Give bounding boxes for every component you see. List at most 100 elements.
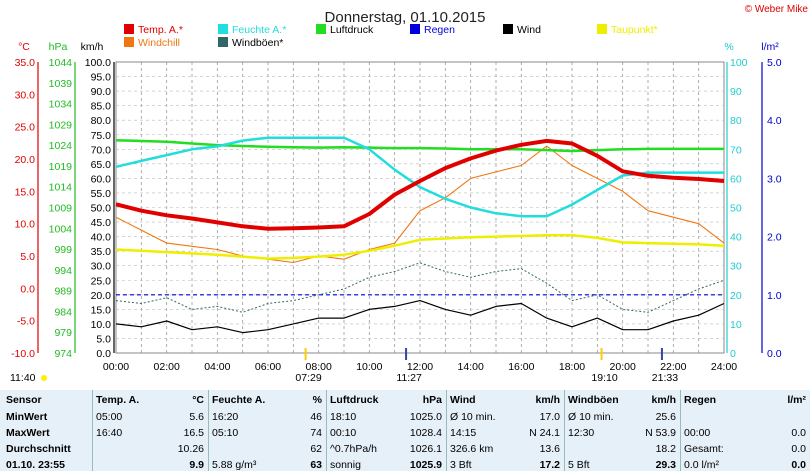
table-cell: 63 — [310, 459, 322, 471]
wind-tick-label: 40.0 — [91, 232, 112, 244]
wind-tick-label: 70.0 — [91, 144, 112, 156]
table-cell: Gesamt: — [684, 443, 724, 455]
sunset-label: 19:10 — [591, 372, 617, 384]
table-row: MinWert 05:00 5.6 16:20 46 18:10 1025.0 Ø 10 mi… — [0, 409, 810, 425]
pressure-tick-label: 1044 — [49, 57, 73, 69]
moon-left-label: 11:40 — [10, 372, 36, 384]
table-row-label: 01.10. 23:55 — [6, 459, 65, 471]
legend-swatch — [316, 24, 326, 34]
table-header-row: Sensor Temp. A. °C Feuchte A.% Luftdruck hPa W… — [0, 392, 810, 408]
table-cell: 9.9 — [189, 459, 204, 471]
time-tick-label: 16:00 — [508, 361, 534, 373]
humidity-tick-label: 60 — [730, 173, 742, 185]
pressure-tick-label: 1024 — [49, 140, 73, 152]
temp-tick-label: 15.0 — [15, 186, 36, 198]
moon-left-icon — [41, 375, 47, 381]
wind-tick-label: 75.0 — [91, 130, 112, 142]
legend: Temp. A.* Feuchte A.* Luftdruck Regen Wind Ta… — [124, 24, 658, 49]
table-header-cell: l/m² — [787, 394, 806, 406]
table-column-divider — [326, 390, 327, 471]
table-cell: 05:10 — [212, 427, 239, 439]
pressure-tick-label: 1039 — [49, 78, 73, 90]
table-cell: 1028.4 — [409, 427, 442, 439]
legend-label: Feuchte A.* — [232, 24, 286, 36]
table-row-label: MinWert — [6, 411, 48, 423]
wind-tick-label: 95.0 — [91, 72, 112, 84]
wind-tick-label: 45.0 — [91, 217, 112, 229]
wind-tick-label: 20.0 — [91, 290, 112, 302]
table-row-label: Durchschnitt — [6, 443, 71, 455]
wind-tick-label: 35.0 — [91, 246, 112, 258]
time-tick-label: 10:00 — [356, 361, 382, 373]
series-group — [115, 136, 725, 334]
temp-tick-label: 35.0 — [15, 57, 36, 69]
wind-tick-label: 55.0 — [91, 188, 112, 200]
legend-swatch — [503, 24, 513, 34]
table-header-cell: Windböen — [568, 394, 619, 406]
table-column-divider — [680, 390, 681, 471]
temp-tick-label: -10.0 — [11, 348, 35, 360]
table-cell: 17.0 — [539, 411, 560, 423]
rain-tick-label: 4.0 — [767, 115, 782, 127]
table-column-divider — [446, 390, 447, 471]
table-cell: 46 — [310, 411, 322, 423]
pressure-tick-label: 1004 — [49, 223, 73, 235]
table-cell: sonnig — [330, 459, 361, 471]
legend-swatch — [218, 24, 228, 34]
series-line-wind — [115, 300, 725, 334]
series-line-windb-en — [115, 262, 725, 313]
table-cell: 1025.0 — [409, 411, 442, 423]
pressure-tick-label: 1029 — [49, 119, 73, 131]
temp-tick-label: 10.0 — [15, 219, 36, 231]
legend-swatch — [597, 24, 607, 34]
table-header-cell: Luftdruck — [330, 394, 379, 406]
legend-label: Windböen* — [232, 37, 283, 49]
time-tick-label: 06:00 — [255, 361, 281, 373]
time-tick-label: 22:00 — [660, 361, 686, 373]
series-line-feuchte-a — [115, 136, 724, 218]
legend-label: Windchill — [138, 37, 180, 49]
table-header-cell: Sensor — [6, 394, 42, 406]
humidity-tick-label: 90 — [730, 86, 742, 98]
series-line-windchill — [115, 145, 725, 264]
humidity-tick-label: 40 — [730, 232, 742, 244]
legend-label: Taupunkt* — [611, 24, 658, 36]
table-header-cell: Feuchte A. — [212, 394, 266, 406]
temp-tick-label: 0.0 — [20, 283, 35, 295]
table-cell: 1026.1 — [409, 443, 442, 455]
table-cell: 12:30 — [568, 427, 595, 439]
table-header-cell: % — [312, 394, 322, 406]
temp-tick-label: 5.0 — [20, 251, 35, 263]
table-cell: Ø 10 min. — [568, 411, 614, 423]
table-header-cell: °C — [192, 394, 204, 406]
series-line-temp-a — [115, 138, 725, 231]
series-line-luftdruck — [115, 138, 724, 153]
rain-tick-label: 2.0 — [767, 232, 782, 244]
moonset-label: 21:33 — [652, 372, 678, 384]
wind-tick-label: 65.0 — [91, 159, 112, 171]
table-cell: 74 — [310, 427, 322, 439]
time-tick-label: 00:00 — [103, 361, 129, 373]
temp-tick-label: -5.0 — [17, 316, 35, 328]
wind-tick-label: 90.0 — [91, 86, 112, 98]
table-cell: 13.6 — [539, 443, 560, 455]
rain-tick-label: 3.0 — [767, 173, 782, 185]
table-row: Durchschnitt 10.26 62 ^0.7hPa/h 1026.1 326.6 … — [0, 441, 810, 457]
copyright-text: © Weber Mike — [745, 4, 809, 15]
chart-title: Donnerstag, 01.10.2015 — [325, 9, 486, 26]
time-tick-label: 14:00 — [458, 361, 484, 373]
pressure-tick-label: 974 — [54, 348, 72, 360]
wind-tick-label: 85.0 — [91, 101, 112, 113]
table-cell: N 24.1 — [529, 427, 560, 439]
humidity-tick-label: 50 — [730, 203, 742, 215]
sun-moon-marks: 11:40 07:29 11:27 19:10 21:33 — [10, 348, 678, 384]
pressure-tick-label: 1019 — [49, 161, 73, 173]
wind-tick-label: 0.0 — [96, 348, 111, 360]
table-column-divider — [208, 390, 209, 471]
pressure-tick-label: 984 — [54, 306, 72, 318]
table-cell: 1025.9 — [409, 459, 442, 471]
rain-unit: l/m² — [761, 41, 779, 53]
table-cell: 16.5 — [183, 427, 204, 439]
table-cell: 14:15 — [450, 427, 477, 439]
wind-tick-label: 30.0 — [91, 261, 112, 273]
